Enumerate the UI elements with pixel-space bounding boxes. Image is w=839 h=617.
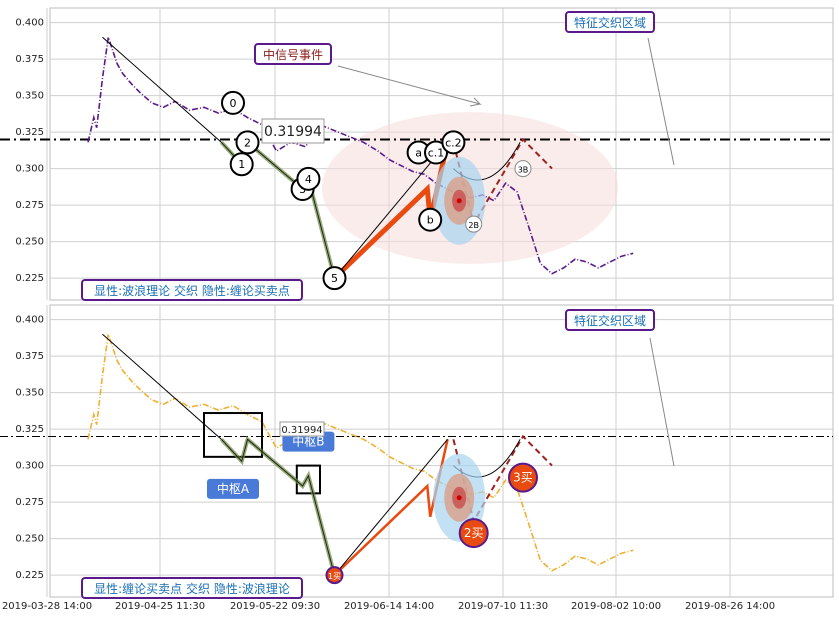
top-caption: 显性:波浪理论 交织 隐性:缠论买卖点 <box>94 283 290 298</box>
bottom-caption: 显性:缠论买卖点 交织 隐性:波浪理论 <box>94 581 290 596</box>
buy-point-label: 1买 <box>328 572 341 581</box>
wave-label: 5 <box>331 272 338 285</box>
y-tick-label: 0.300 <box>15 164 44 175</box>
zhongshu-label: 中枢B <box>292 434 324 449</box>
top-ref-value-box: 0.31994 <box>261 118 325 144</box>
y-tick-label: 0.300 <box>15 461 44 472</box>
y-tick-label: 0.275 <box>15 200 44 211</box>
wave-label: 3B <box>518 166 529 175</box>
buy-point-label: 3买 <box>513 471 533 485</box>
buy-point-marker <box>508 462 538 493</box>
y-tick-label: 0.400 <box>15 18 44 29</box>
zhongshu-tag <box>207 478 259 499</box>
y-tick-label: 0.225 <box>15 273 44 284</box>
wave-marker <box>322 266 347 291</box>
wave-marker <box>418 207 443 232</box>
x-tick-label: 2019-08-02 10:00 <box>571 601 661 612</box>
top-ref-value: 0.31994 <box>264 124 322 140</box>
wave-marker <box>221 90 245 115</box>
zhongshu-box <box>203 412 263 458</box>
y-tick-label: 0.375 <box>15 54 44 65</box>
bottom-feature-zone-box: 特征交织区域 <box>565 309 675 467</box>
top-wave-labels: 0 1 2 34 5 a b c.1c.2 2B 3B <box>221 90 532 291</box>
bottom-panel-frame <box>49 304 834 598</box>
wave-marker <box>296 166 321 191</box>
bottom-panel: 0.400 0.375 0.350 0.325 0.300 0.275 0.250 0.225… <box>0 304 834 599</box>
top-feature-zone-box: 特征交织区域 <box>565 11 675 166</box>
wave-label: 0 <box>230 97 237 110</box>
bottom-grid <box>46 305 833 597</box>
y-tick-label: 0.375 <box>15 351 44 362</box>
bottom-caption-box: 显性:缠论买卖点 交织 隐性:波浪理论 <box>81 577 303 599</box>
wave-marker <box>424 140 448 165</box>
y-tick-label: 0.325 <box>15 424 44 435</box>
signal-event-label: 中信号事件 <box>263 47 323 62</box>
x-tick-label: 2019-04-25 11:30 <box>115 601 205 612</box>
y-tick-label: 0.225 <box>15 570 44 581</box>
y-tick-label: 0.350 <box>15 388 44 399</box>
wave-label: 4 <box>305 173 312 186</box>
wave-marker <box>235 130 260 155</box>
up-trend-line <box>334 141 448 279</box>
wave-marker <box>465 215 483 233</box>
signal-event-box: 中信号事件 <box>254 43 482 107</box>
x-tick-label: 2019-07-10 11:30 <box>458 601 548 612</box>
bottom-ref-value-box: 0.31994 <box>279 421 325 437</box>
wave-band-edge <box>221 438 335 576</box>
top-panel: 0.400 0.375 0.350 0.325 0.300 0.275 0.250 0.225… <box>0 7 834 301</box>
trend-line <box>102 333 222 440</box>
bottom-y-axis: 0.400 0.375 0.350 0.325 0.300 0.275 0.250 0.225 <box>15 315 44 581</box>
bottom-ref-value: 0.31994 <box>281 425 322 436</box>
buy-point-marker <box>325 566 344 585</box>
zone-center <box>456 198 462 204</box>
x-axis: 2019-03-28 14:00 2019-04-25 11:30 2019-05-… <box>2 601 775 612</box>
wave-marker <box>514 160 532 178</box>
top-grid <box>46 8 833 300</box>
top-feature-zone-label: 特征交织区域 <box>574 15 646 30</box>
bottom-labels: 1买 2买 3买 <box>325 462 538 585</box>
wave-label: a <box>415 147 422 160</box>
x-tick-label: 2019-06-14 14:00 <box>344 601 434 612</box>
zhongshu-label: 中枢A <box>217 481 250 496</box>
wave-marker <box>229 152 254 177</box>
wave-label: c.1 <box>428 147 445 160</box>
up-trend-line <box>334 438 448 576</box>
wave-label: 3 <box>299 183 306 196</box>
y-tick-label: 0.250 <box>15 534 44 545</box>
x-tick-label: 2019-05-22 09:30 <box>230 601 320 612</box>
x-tick-label: 2019-08-26 14:00 <box>685 601 775 612</box>
wave-label: 1 <box>238 158 245 171</box>
wave-marker <box>441 130 466 155</box>
top-caption-box: 显性:波浪理论 交织 隐性:缠论买卖点 <box>81 279 303 301</box>
wave-label: b <box>427 214 434 227</box>
wave-label: 2 <box>244 136 251 149</box>
top-price-series <box>87 36 634 275</box>
bottom-feature-zone-label: 特征交织区域 <box>574 313 646 328</box>
y-tick-label: 0.400 <box>15 315 44 326</box>
buy-point-marker <box>458 518 489 549</box>
trend-line <box>102 36 222 143</box>
wave-label: c.2 <box>445 136 462 149</box>
zone-center <box>456 495 462 501</box>
y-tick-label: 0.325 <box>15 127 44 138</box>
top-y-axis: 0.400 0.375 0.350 0.325 0.300 0.275 0.250 0.225 <box>15 18 44 285</box>
x-tick-label: 2019-03-28 14:00 <box>2 601 92 612</box>
bottom-price-series <box>87 333 634 572</box>
zhongshu-tag <box>282 431 335 452</box>
y-tick-label: 0.350 <box>15 91 44 102</box>
buy-point-label: 2买 <box>464 526 484 540</box>
wave-label: 2B <box>468 221 479 230</box>
y-tick-label: 0.275 <box>15 497 44 508</box>
y-tick-label: 0.250 <box>15 237 44 248</box>
